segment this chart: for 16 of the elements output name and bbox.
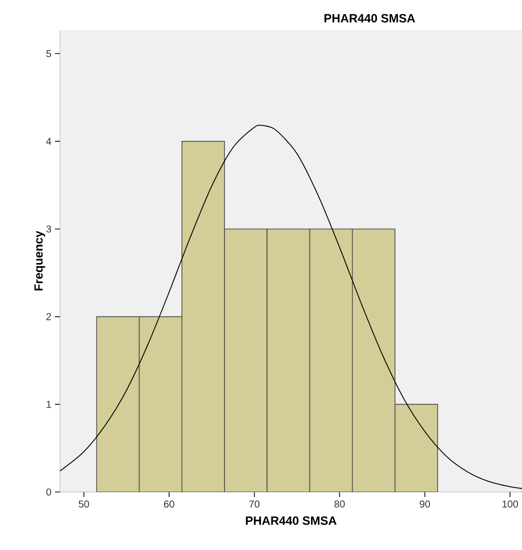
line-series xyxy=(60,124,522,489)
y-tick-label: 0 xyxy=(46,488,52,496)
y-tick-label: 4 xyxy=(46,138,52,145)
x-tick-label: 50 xyxy=(78,500,90,508)
chart-title: PHAR440 SMSA xyxy=(324,14,416,22)
x-tick-label: 70 xyxy=(249,500,260,508)
y-tick-label: 1 xyxy=(46,400,51,408)
x-tick-label: 100 xyxy=(502,500,518,508)
y-axis-title: Frequency xyxy=(34,230,46,290)
y-tick-label: 2 xyxy=(46,313,51,320)
x-tick-label: 90 xyxy=(420,500,430,508)
x-tick-label: 80 xyxy=(334,500,345,508)
x-axis-title: PHAR440 SMSA xyxy=(246,516,336,525)
x-tick-label: 60 xyxy=(164,500,174,508)
y-tick-label: 5 xyxy=(46,50,52,58)
y-tick-label: 3 xyxy=(46,225,52,233)
